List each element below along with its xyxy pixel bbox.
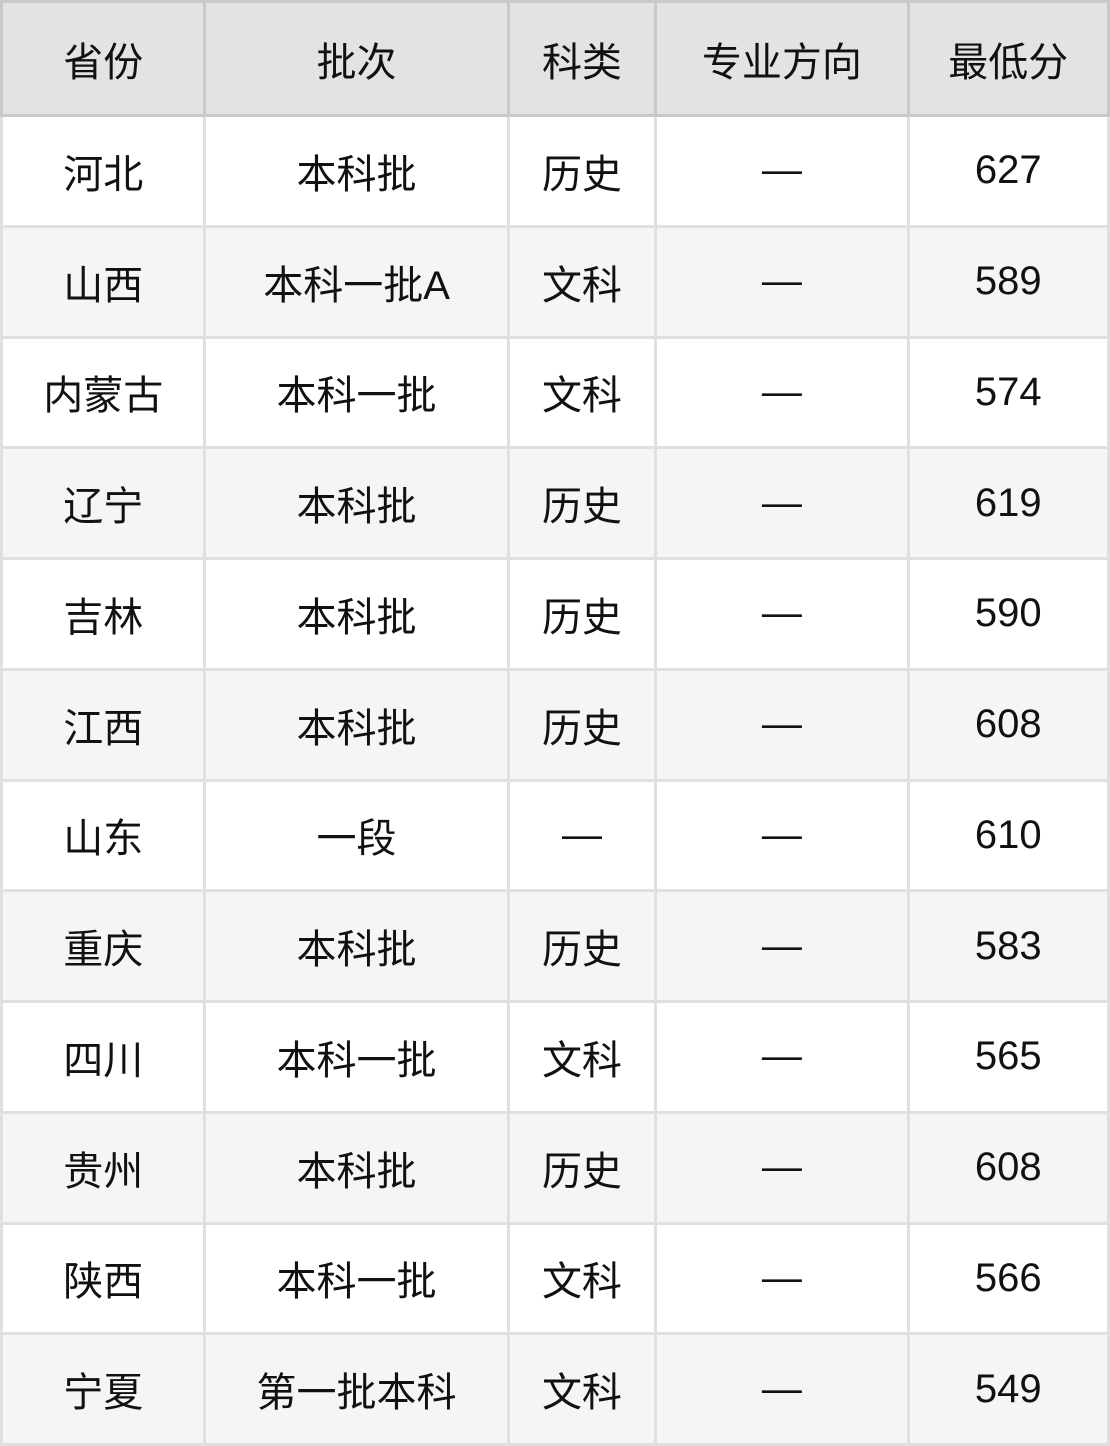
cell-province: 宁夏 (0, 1332, 207, 1446)
cell-batch: 本科批 (203, 889, 510, 1003)
cell-province: 辽宁 (0, 446, 207, 560)
table-row: 四川 本科一批 文科 —565 (0, 1000, 1110, 1114)
cell-batch: 本科批 (203, 557, 510, 671)
header-major-direction: 专业方向 (654, 0, 910, 117)
header-subject-category: 科类 (506, 0, 658, 117)
cell-major-direction: — (654, 446, 910, 560)
cell-min-score: 566 (906, 1221, 1110, 1336)
cell-major-direction: — (654, 1332, 910, 1446)
cell-major-direction: — (654, 889, 910, 1003)
cell-batch: 本科批 (203, 667, 510, 782)
cell-min-score: 565 (906, 1000, 1110, 1114)
cell-province: 重庆 (0, 889, 207, 1003)
cell-province: 四川 (0, 1000, 207, 1114)
table-row: 辽宁 本科批 历史 —619 (0, 446, 1110, 560)
table-header-row: 省份 批次 科类 专业方向 最低分 (0, 0, 1110, 117)
cell-major-direction: — (654, 1221, 910, 1336)
cell-subject-category: 文科 (506, 224, 658, 339)
cell-batch: 本科批 (203, 446, 510, 560)
cell-subject-category: 文科 (506, 1332, 658, 1446)
table-row: 吉林 本科批 历史 —590 (0, 557, 1110, 671)
cell-min-score: 583 (906, 889, 1110, 1003)
cell-subject-category: 历史 (506, 1110, 658, 1225)
cell-min-score: 574 (906, 335, 1110, 450)
cell-major-direction: — (654, 1000, 910, 1114)
table-row: 陕西 本科一批 文科 —566 (0, 1221, 1110, 1336)
cell-province: 吉林 (0, 557, 207, 671)
cell-province: 河北 (0, 114, 207, 228)
cell-min-score: 608 (906, 667, 1110, 782)
table-head: 省份 批次 科类 专业方向 最低分 (0, 0, 1110, 117)
cell-province: 江西 (0, 667, 207, 782)
cell-major-direction: — (654, 667, 910, 782)
cell-min-score: 610 (906, 778, 1110, 893)
cell-province: 内蒙古 (0, 335, 207, 450)
table-row: 山东 一段 — —610 (0, 778, 1110, 893)
cell-subject-category: — (506, 778, 658, 893)
cell-min-score: 590 (906, 557, 1110, 671)
cell-major-direction: — (654, 335, 910, 450)
cell-batch: 本科一批A (203, 224, 510, 339)
cell-subject-category: 历史 (506, 114, 658, 228)
cell-batch: 本科批 (203, 114, 510, 228)
cell-batch: 一段 (203, 778, 510, 893)
cell-batch: 本科一批 (203, 1000, 510, 1114)
cell-province: 贵州 (0, 1110, 207, 1225)
cell-batch: 本科批 (203, 1110, 510, 1225)
cell-province: 山东 (0, 778, 207, 893)
cell-major-direction: — (654, 557, 910, 671)
table-row: 江西 本科批 历史 —608 (0, 667, 1110, 782)
table-body: 河北 本科批 历史 —627 山西 本科一批A 文科 —589 内蒙古 本科一批 文科 —574 辽宁本… (0, 114, 1110, 1446)
cell-subject-category: 文科 (506, 1000, 658, 1114)
cell-batch: 本科一批 (203, 335, 510, 450)
cell-min-score: 627 (906, 114, 1110, 228)
cell-major-direction: — (654, 114, 910, 228)
table-row: 重庆 本科批 历史 —583 (0, 889, 1110, 1003)
cell-major-direction: — (654, 778, 910, 893)
cell-subject-category: 历史 (506, 667, 658, 782)
table-row: 山西 本科一批A 文科 —589 (0, 224, 1110, 339)
cell-subject-category: 文科 (506, 1221, 658, 1336)
cell-min-score: 619 (906, 446, 1110, 560)
cell-min-score: 589 (906, 224, 1110, 339)
header-province: 省份 (0, 0, 207, 117)
cell-subject-category: 文科 (506, 335, 658, 450)
cell-batch: 本科一批 (203, 1221, 510, 1336)
cell-subject-category: 历史 (506, 889, 658, 1003)
cell-min-score: 549 (906, 1332, 1110, 1446)
table-row: 贵州 本科批 历史 —608 (0, 1110, 1110, 1225)
cell-province: 山西 (0, 224, 207, 339)
cell-subject-category: 历史 (506, 446, 658, 560)
table-row: 河北 本科批 历史 —627 (0, 114, 1110, 228)
cell-batch: 第一批本科 (203, 1332, 510, 1446)
table-row: 内蒙古 本科一批 文科 —574 (0, 335, 1110, 450)
table-row: 宁夏 第一批本科 文科 —549 (0, 1332, 1110, 1446)
cell-major-direction: — (654, 224, 910, 339)
header-min-score: 最低分 (906, 0, 1110, 117)
cell-province: 陕西 (0, 1221, 207, 1336)
cell-subject-category: 历史 (506, 557, 658, 671)
cell-min-score: 608 (906, 1110, 1110, 1225)
cell-major-direction: — (654, 1110, 910, 1225)
header-batch: 批次 (203, 0, 510, 117)
